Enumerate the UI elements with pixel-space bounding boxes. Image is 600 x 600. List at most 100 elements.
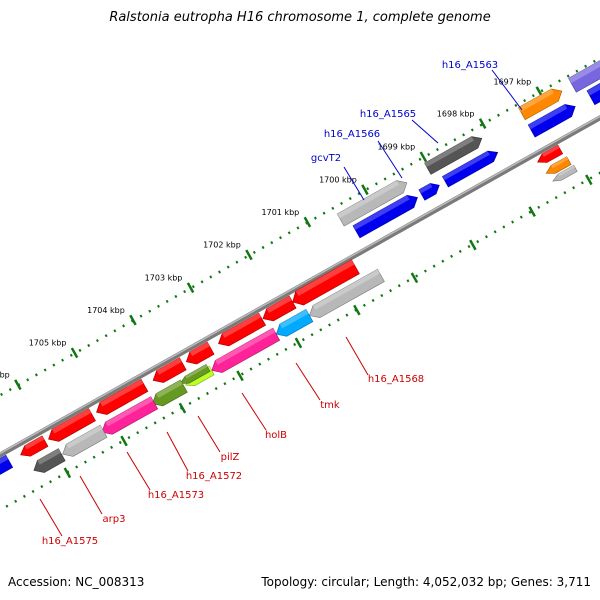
gene-forward-bevel — [424, 136, 474, 167]
forward-gene-label: h16_A1566 — [324, 129, 380, 140]
major-tick — [478, 118, 487, 129]
reverse-label-leader — [126, 451, 151, 491]
tick-label: 1700 kbp — [319, 175, 357, 184]
forward-tick-row — [0, 56, 600, 397]
gene-reverse-bevel — [66, 425, 103, 449]
gene-reverse-bevel — [558, 165, 575, 177]
gene-reverse-body — [292, 259, 360, 306]
major-tick-reverse — [236, 370, 244, 382]
major-tick-reverse — [469, 239, 477, 251]
gene-reverse — [179, 363, 211, 384]
gene-forward — [352, 194, 418, 239]
tick-label: 1699 kbp — [378, 143, 416, 152]
gene-reverse-bevel — [279, 309, 309, 329]
gene-reverse — [309, 268, 385, 319]
gene-forward — [441, 150, 499, 188]
major-tick — [361, 184, 369, 196]
map-title: Ralstonia eutropha H16 chromosome 1, com… — [109, 10, 491, 25]
major-tick — [70, 347, 79, 359]
reverse-gene-label: arp3 — [103, 514, 126, 525]
major-tick — [303, 216, 312, 228]
tick-label: 1705 kbp — [29, 339, 67, 348]
gene-reverse-bevel — [52, 408, 92, 434]
tick-label: 1706 kbp — [0, 371, 10, 380]
gene-forward-bevel — [418, 183, 433, 194]
gene-forward-body — [517, 88, 563, 121]
major-tick — [419, 151, 428, 163]
backbone-highlight — [0, 115, 600, 455]
gene-reverse — [33, 448, 66, 473]
gene-forward-bevel — [442, 151, 490, 181]
gene-reverse-bevel — [222, 313, 262, 338]
reverse-label-leader — [241, 392, 267, 431]
accession-text: Accession: NC_008313 — [8, 575, 145, 589]
gene-reverse — [0, 454, 14, 475]
gene-reverse — [275, 308, 314, 337]
major-tick-reverse — [353, 304, 361, 316]
gene-reverse — [101, 396, 159, 435]
topology-text: Topology: circular; Length: 4,052,032 bp… — [261, 575, 591, 589]
tick-label: 1703 kbp — [145, 273, 183, 282]
gene-forward-bevel — [353, 195, 410, 230]
gene-reverse — [545, 156, 572, 174]
tick-label: 1704 kbp — [87, 306, 125, 315]
major-tick — [14, 379, 22, 391]
gene-reverse-bevel — [215, 328, 276, 365]
gene-reverse — [62, 424, 108, 457]
gene-reverse — [152, 379, 188, 407]
gene-forward — [418, 183, 440, 201]
reverse-tick-row — [0, 171, 600, 512]
gene-forward-bevel — [337, 180, 399, 219]
gene-reverse — [152, 357, 187, 383]
gene-reverse-bevel — [551, 156, 569, 169]
backbone-line — [0, 114, 600, 458]
major-tick — [245, 249, 253, 261]
gene-reverse — [48, 408, 96, 442]
gene-reverse — [20, 435, 49, 457]
gene-forward — [568, 60, 600, 93]
major-tick — [186, 282, 195, 294]
reverse-gene-label: tmk — [320, 400, 340, 411]
gene-reverse — [262, 295, 297, 322]
major-tick-reverse — [410, 272, 419, 284]
gene-reverse-bevel — [295, 259, 355, 296]
gene-reverse-bevel — [156, 380, 183, 398]
gene-reverse-bevel — [185, 364, 208, 379]
gene-reverse-bevel — [542, 145, 560, 157]
reverse-label-leader — [166, 431, 189, 472]
forward-gene-label: h16_A1565 — [360, 109, 416, 120]
gene-reverse-bevel — [189, 342, 210, 356]
gene-reverse — [218, 312, 267, 347]
reverse-gene-label: h16_A1575 — [42, 536, 98, 547]
gene-reverse-bevel — [156, 357, 182, 375]
gene-reverse-bevel — [266, 295, 292, 313]
reverse-gene-label: h16_A1572 — [186, 471, 242, 482]
reverse-label-leader — [39, 498, 63, 537]
reverse-label-leader — [295, 362, 321, 401]
reverse-label-leader — [345, 336, 369, 376]
reverse-label-leader — [197, 415, 221, 453]
forward-label-leader — [377, 140, 403, 179]
tick-label: 1697 kbp — [493, 77, 531, 86]
gene-forward-bevel — [587, 83, 600, 96]
gene-reverse-bevel — [37, 448, 61, 465]
gene-reverse — [537, 144, 564, 163]
major-tick-reverse — [585, 174, 593, 186]
forward-label-leader — [491, 69, 523, 111]
gene-forward — [424, 136, 483, 175]
forward-label-leader — [343, 166, 365, 201]
reverse-gene-label: h16_A1573 — [148, 490, 204, 501]
reverse-gene-label: h16_A1568 — [368, 374, 424, 385]
reverse-gene-label: pilZ — [221, 452, 240, 463]
forward-gene-label: h16_A1563 — [442, 60, 498, 71]
gene-reverse-bevel — [0, 455, 9, 465]
forward-label-leader — [411, 119, 439, 144]
tick-label: 1701 kbp — [262, 208, 300, 217]
gene-reverse — [552, 164, 578, 182]
reverse-label-leader — [79, 475, 103, 515]
gene-reverse-bevel — [100, 379, 144, 407]
gene-forward — [517, 88, 563, 121]
gene-forward-bevel — [518, 88, 554, 112]
